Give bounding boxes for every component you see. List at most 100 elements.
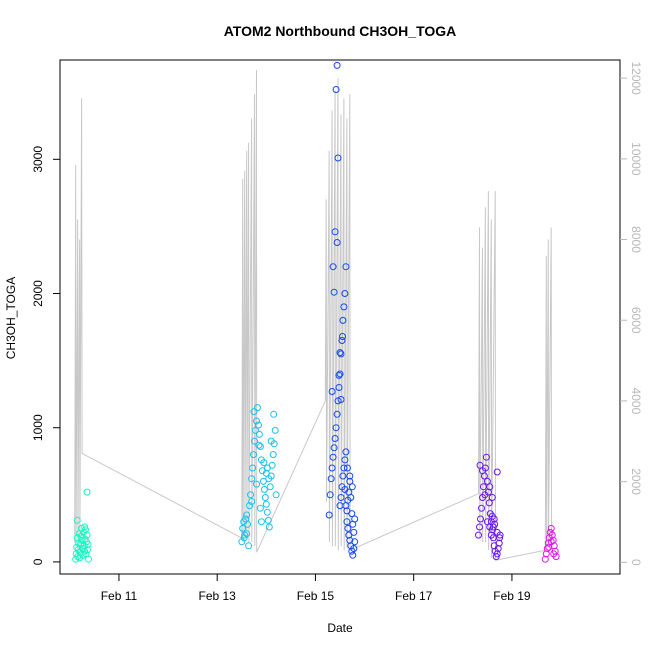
- y-tick-label-0: 0: [31, 558, 45, 565]
- x-tick-label-0: Feb 11: [101, 589, 138, 603]
- point-s1-28: [265, 523, 273, 531]
- point-s2-37: [343, 518, 351, 526]
- point-s1-45: [248, 498, 256, 505]
- point-s0-10: [77, 541, 85, 548]
- point-s1-34: [271, 426, 279, 434]
- point-s2-53: [348, 510, 356, 518]
- point-s0-28: [81, 523, 89, 531]
- point-s2-10: [335, 384, 343, 391]
- point-s2-16: [341, 290, 349, 297]
- y2-tick-label-6: 12000: [629, 61, 643, 95]
- y2-tick-label-4: 8000: [629, 226, 643, 253]
- point-s2-17: [342, 263, 350, 271]
- point-s1-42: [265, 475, 273, 483]
- y-axis-label: CH3OH_TOGA: [4, 277, 18, 359]
- point-s2-38: [344, 524, 352, 532]
- x-axis-label: Date: [327, 621, 353, 635]
- point-s1-24: [261, 494, 269, 501]
- point-s2-21: [330, 288, 338, 296]
- point-s2-24: [333, 61, 341, 69]
- point-s2-31: [337, 494, 345, 501]
- point-s2-2: [327, 475, 335, 483]
- point-s2-56: [351, 515, 359, 523]
- point-s3-29: [481, 491, 489, 499]
- point-s1-12: [250, 451, 257, 459]
- point-s2-1: [326, 491, 334, 499]
- point-s1-39: [267, 437, 275, 445]
- point-s3-1: [476, 523, 483, 531]
- point-s1-1: [239, 524, 247, 532]
- y2-tick-label-1: 2000: [629, 468, 643, 495]
- point-s4-14: [550, 550, 558, 558]
- point-s2-13: [338, 337, 346, 344]
- point-s1-44: [272, 491, 280, 499]
- point-s3-34: [493, 468, 501, 476]
- point-s0-23: [83, 531, 91, 539]
- point-s2-43: [349, 551, 357, 559]
- point-s2-23: [332, 86, 340, 93]
- y-tick-label-1: 1000: [31, 414, 45, 441]
- point-s2-15: [340, 303, 348, 311]
- point-s1-29: [266, 483, 274, 491]
- point-s4-6: [547, 524, 555, 532]
- y2-tick-label-0: 0: [629, 559, 643, 566]
- point-s1-11: [249, 464, 257, 472]
- y2-axis: 0 2000 4000 6000 8000 10000 12000: [620, 61, 643, 566]
- x-axis: Feb 11 Feb 13 Feb 15 Feb 17 Feb 19: [101, 574, 531, 603]
- point-s1-26: [263, 508, 271, 516]
- point-s0-29: [83, 488, 91, 496]
- point-s0-25: [84, 541, 92, 548]
- point-s4-7: [548, 531, 556, 539]
- point-s2-45: [351, 538, 359, 546]
- point-s2-22: [334, 154, 342, 162]
- y2-tick-label-2: 4000: [629, 388, 643, 415]
- y-tick-label-3: 3000: [31, 146, 45, 173]
- point-s3-3: [478, 504, 485, 512]
- point-s4-13: [547, 538, 555, 546]
- point-s2-6: [331, 435, 339, 442]
- point-s1-18: [255, 430, 263, 438]
- point-s2-5: [330, 444, 338, 452]
- point-s1-17: [255, 421, 262, 429]
- point-s1-6: [244, 520, 252, 528]
- point-s1-36: [255, 441, 263, 449]
- point-s2-52: [347, 494, 355, 501]
- point-s1-3: [241, 531, 249, 539]
- point-s3-32: [486, 483, 494, 491]
- point-s2-55: [350, 528, 358, 536]
- y-tick-label-2: 2000: [31, 280, 45, 307]
- point-s2-8: [333, 410, 341, 418]
- points-layer: [72, 61, 560, 563]
- point-s1-43: [270, 410, 278, 418]
- point-s1-14: [252, 426, 259, 434]
- point-s2-7: [332, 424, 340, 432]
- point-s2-4: [329, 453, 337, 461]
- point-s2-14: [339, 316, 347, 324]
- point-s3-2: [477, 515, 484, 523]
- point-s1-10: [248, 475, 256, 483]
- point-s1-46: [256, 504, 264, 512]
- point-s2-36: [342, 448, 350, 456]
- x-tick-label-2: Feb 15: [297, 589, 335, 603]
- point-s1-23: [260, 486, 268, 493]
- point-s3-0: [475, 531, 482, 539]
- point-s1-32: [269, 451, 277, 459]
- point-s1-5: [243, 511, 251, 519]
- point-s2-12: [337, 350, 345, 358]
- x-tick-label-3: Feb 17: [395, 589, 433, 603]
- point-s3-36: [489, 523, 497, 531]
- background-line-layer: [74, 70, 552, 561]
- point-s2-11: [336, 370, 344, 378]
- point-s2-26: [339, 333, 346, 340]
- point-s2-27: [335, 371, 343, 379]
- point-s1-9: [247, 491, 255, 499]
- point-s0-24: [84, 546, 91, 554]
- point-s1-41: [260, 459, 268, 467]
- point-s2-59: [348, 483, 356, 491]
- point-s4-0: [541, 555, 549, 563]
- point-s2-34: [340, 464, 348, 472]
- point-s1-8: [246, 502, 254, 510]
- point-s1-16: [254, 404, 261, 412]
- x-tick-label-4: Feb 19: [493, 589, 531, 603]
